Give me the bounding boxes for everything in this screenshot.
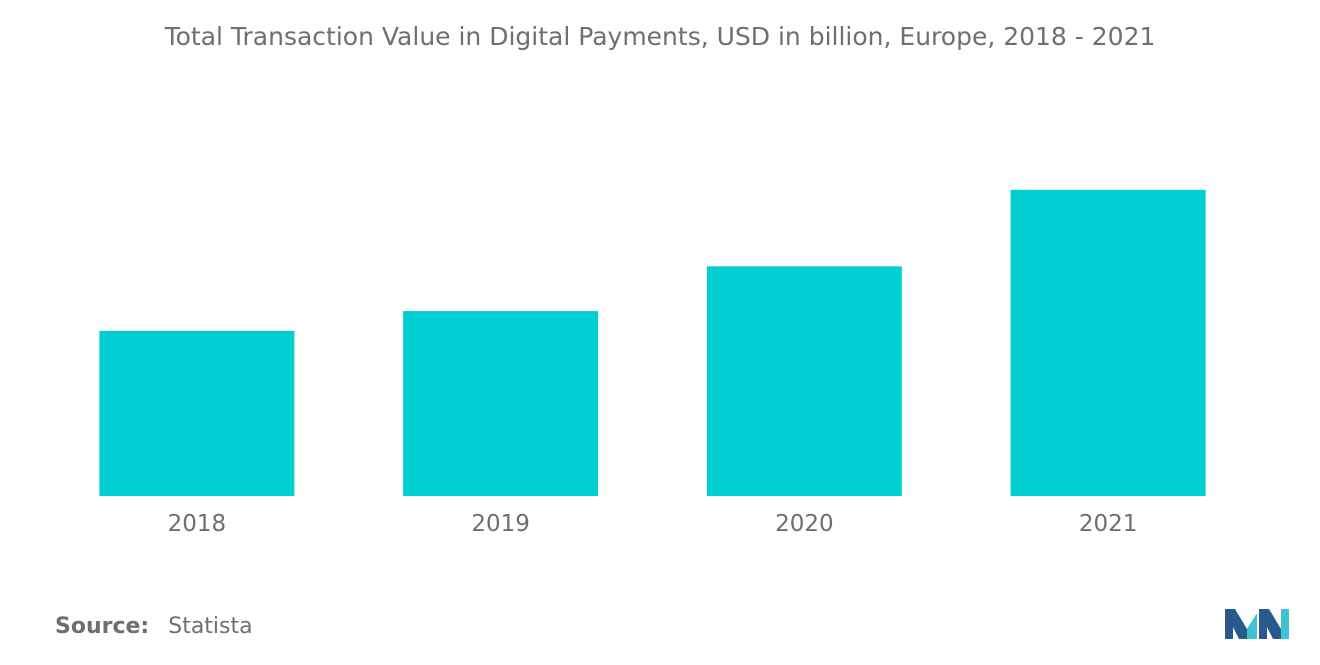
chart-title: Total Transaction Value in Digital Payme… bbox=[164, 22, 1156, 51]
bar-2018 bbox=[99, 330, 295, 496]
bar-2020 bbox=[706, 266, 902, 496]
x-tick-2021: 2021 bbox=[1079, 511, 1138, 537]
x-tick-labels: 2018 2019 2020 2021 bbox=[168, 511, 1138, 537]
source-value: Statista bbox=[168, 614, 253, 639]
x-tick-2019: 2019 bbox=[471, 511, 530, 537]
source-note: Source: Statista bbox=[55, 614, 253, 639]
mordor-logo-icon bbox=[1225, 609, 1289, 639]
source-label: Source: bbox=[55, 614, 150, 639]
bar-2021 bbox=[1010, 189, 1206, 496]
x-tick-2020: 2020 bbox=[775, 511, 834, 537]
bars-group bbox=[99, 189, 1206, 496]
bar-2019 bbox=[403, 311, 599, 496]
x-tick-2018: 2018 bbox=[168, 511, 227, 537]
